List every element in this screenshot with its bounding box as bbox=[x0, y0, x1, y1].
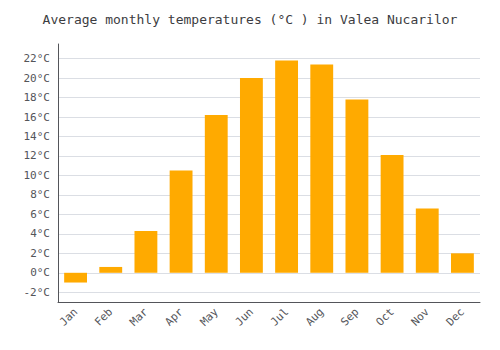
svg-text:Jun: Jun bbox=[233, 305, 256, 328]
svg-text:10°C: 10°C bbox=[24, 169, 51, 182]
svg-text:Average monthly temperatures (: Average monthly temperatures (°C ) in Va… bbox=[43, 12, 458, 27]
svg-text:12°C: 12°C bbox=[24, 149, 51, 162]
svg-text:-2°C: -2°C bbox=[24, 286, 51, 299]
svg-text:Nov: Nov bbox=[409, 305, 432, 328]
svg-text:Sep: Sep bbox=[338, 305, 361, 328]
svg-text:Mar: Mar bbox=[127, 305, 150, 328]
svg-text:14°C: 14°C bbox=[24, 130, 51, 143]
svg-text:Jul: Jul bbox=[268, 305, 291, 328]
svg-text:Dec: Dec bbox=[444, 305, 467, 328]
svg-text:Oct: Oct bbox=[373, 305, 396, 328]
svg-text:Apr: Apr bbox=[162, 305, 185, 328]
svg-text:22°C: 22°C bbox=[24, 52, 51, 65]
svg-text:Feb: Feb bbox=[92, 305, 115, 328]
svg-text:8°C: 8°C bbox=[30, 188, 50, 201]
svg-text:May: May bbox=[198, 305, 221, 328]
svg-text:4°C: 4°C bbox=[30, 227, 50, 240]
svg-text:2°C: 2°C bbox=[30, 247, 50, 260]
svg-text:0°C: 0°C bbox=[30, 266, 50, 279]
svg-text:Aug: Aug bbox=[303, 305, 326, 328]
svg-text:20°C: 20°C bbox=[24, 72, 51, 85]
svg-text:16°C: 16°C bbox=[24, 111, 51, 124]
svg-text:18°C: 18°C bbox=[24, 91, 51, 104]
svg-text:Jan: Jan bbox=[57, 305, 80, 328]
svg-text:6°C: 6°C bbox=[30, 208, 50, 221]
